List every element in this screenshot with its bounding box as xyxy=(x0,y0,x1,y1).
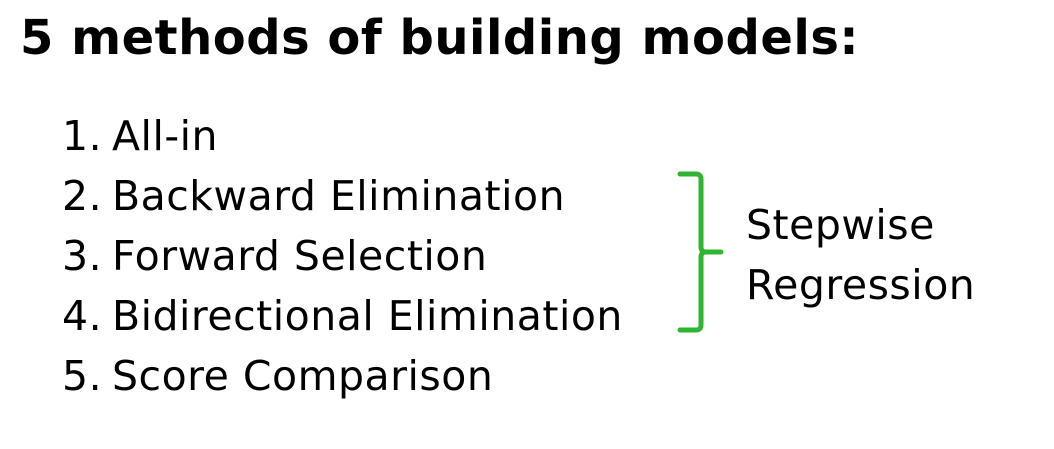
list-item-number: 4. xyxy=(62,292,103,340)
list-item-label: Score Comparison xyxy=(112,352,494,400)
list-item: 2. Backward Elimination xyxy=(62,166,623,226)
list-item: 4. Bidirectional Elimination xyxy=(62,286,623,346)
list-item-number: 1. xyxy=(62,112,103,160)
list-item-number: 3. xyxy=(62,232,103,280)
list-item-label: Backward Elimination xyxy=(112,172,566,220)
group-label-line1: Stepwise xyxy=(746,201,935,249)
list-item-label: Bidirectional Elimination xyxy=(112,292,623,340)
list-item: 3. Forward Selection xyxy=(62,226,623,286)
methods-list: 1. All-in 2. Backward Elimination 3. Forwar… xyxy=(62,106,623,406)
stepwise-regression-label: Stepwise Regression xyxy=(746,195,975,315)
list-item: 5. Score Comparison xyxy=(62,346,623,406)
list-item-label: Forward Selection xyxy=(112,232,488,280)
curly-brace-icon xyxy=(677,171,724,333)
list-item-number: 2. xyxy=(62,172,103,220)
list-item-label: All-in xyxy=(112,112,219,160)
slide-title: 5 methods of building models: xyxy=(20,10,860,66)
list-item-number: 5. xyxy=(62,352,103,400)
list-item: 1. All-in xyxy=(62,106,623,166)
group-label-line2: Regression xyxy=(746,261,976,309)
